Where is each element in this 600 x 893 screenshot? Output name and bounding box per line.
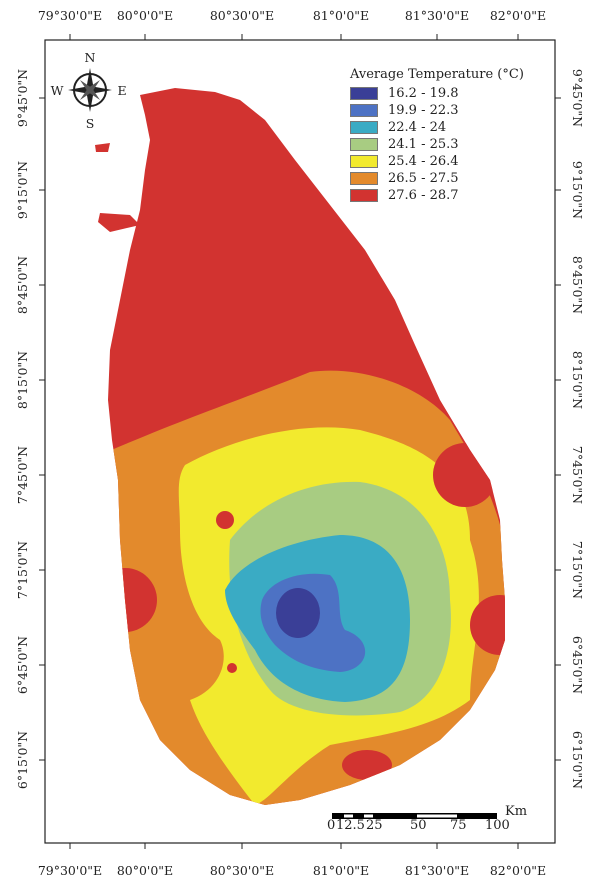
legend-label: 26.5 - 27.5: [388, 171, 459, 186]
legend-swatch: [350, 87, 378, 100]
mannar-island: [98, 213, 140, 232]
lat-label-left: 6°15'0"N: [15, 731, 30, 789]
lon-label-bottom: 80°30'0"E: [210, 863, 274, 878]
scale-unit: Km: [505, 804, 528, 819]
legend-item: 25.4 - 26.4: [350, 153, 524, 170]
lat-label-left: 7°45'0"N: [15, 446, 30, 504]
jaffna-islands: [95, 143, 110, 152]
legend-swatch: [350, 172, 378, 185]
legend-swatch: [350, 121, 378, 134]
legend: Average Temperature (°C) 16.2 - 19.8 19.9…: [350, 67, 524, 204]
lon-label-bottom: 81°30'0"E: [405, 863, 469, 878]
hotspot-inland: [216, 511, 234, 529]
legend-item: 26.5 - 27.5: [350, 170, 524, 187]
lat-label-left: 6°45'0"N: [15, 636, 30, 694]
legend-swatch: [350, 104, 378, 117]
map-frame: [44, 39, 556, 844]
scale-label-0: 0: [327, 818, 336, 833]
lon-label-bottom: 82°0'0"E: [490, 863, 546, 878]
lat-label-left: 9°15'0"N: [15, 161, 30, 219]
scale-label-100: 100: [485, 818, 510, 833]
lon-label-bottom: 81°0'0"E: [313, 863, 369, 878]
legend-label: 22.4 - 24: [388, 120, 447, 135]
lat-label-left: 9°45'0"N: [15, 69, 30, 127]
lon-label-top: 80°30'0"E: [210, 8, 274, 23]
lon-label-top: 79°30'0"E: [38, 8, 102, 23]
lon-label-top: 81°0'0"E: [313, 8, 369, 23]
lon-label-top: 81°30'0"E: [405, 8, 469, 23]
scale-label-75: 75: [450, 818, 467, 833]
lat-label-right: 9°15'0"N: [570, 161, 585, 219]
legend-label: 24.1 - 25.3: [388, 137, 459, 152]
compass-s: S: [86, 116, 95, 131]
compass-n: N: [85, 50, 96, 65]
legend-item: 16.2 - 19.8: [350, 85, 524, 102]
hotspot-southeast: [470, 595, 505, 655]
legend-label: 16.2 - 19.8: [388, 86, 459, 101]
lat-label-right: 6°45'0"N: [570, 636, 585, 694]
hotspot-east: [433, 443, 497, 507]
scale-bar: Km 0 12.5 25 50 75 100: [327, 804, 532, 833]
legend-label: 19.9 - 22.3: [388, 103, 459, 118]
compass-e: E: [117, 83, 126, 98]
lon-label-bottom: 80°0'0"E: [117, 863, 173, 878]
legend-item: 19.9 - 22.3: [350, 102, 524, 119]
class-16-2-19-8: [276, 588, 320, 638]
legend-item: 27.6 - 28.7: [350, 187, 524, 204]
hotspot-west: [108, 568, 157, 632]
compass-rose-icon: [68, 68, 112, 112]
legend-swatch: [350, 138, 378, 151]
legend-swatch: [350, 189, 378, 202]
legend-label: 25.4 - 26.4: [388, 154, 459, 169]
lon-label-top: 80°0'0"E: [117, 8, 173, 23]
lat-label-right: 9°45'0"N: [570, 69, 585, 127]
legend-title: Average Temperature (°C): [350, 67, 524, 82]
lon-label-bottom: 79°30'0"E: [38, 863, 102, 878]
lat-label-right: 7°15'0"N: [570, 541, 585, 599]
graticule-ticks: 79°30'0"E 79°30'0"E 80°0'0"E 80°0'0"E 80°30'…: [15, 8, 585, 878]
lat-label-left: 7°15'0"N: [15, 541, 30, 599]
lat-label-right: 8°15'0"N: [570, 351, 585, 409]
lat-label-right: 6°15'0"N: [570, 731, 585, 789]
legend-swatch: [350, 155, 378, 168]
legend-item: 24.1 - 25.3: [350, 136, 524, 153]
scale-label-12-5: 12.5: [336, 818, 365, 833]
compass-w: W: [51, 83, 64, 98]
lat-label-right: 7°45'0"N: [570, 446, 585, 504]
lat-label-left: 8°45'0"N: [15, 256, 30, 314]
lat-label-right: 8°45'0"N: [570, 256, 585, 314]
legend-label: 27.6 - 28.7: [388, 188, 459, 203]
legend-item: 22.4 - 24: [350, 119, 524, 136]
scale-label-50: 50: [410, 818, 427, 833]
hotspot-small: [227, 663, 237, 673]
scale-label-25: 25: [366, 818, 383, 833]
lat-label-left: 8°15'0"N: [15, 351, 30, 409]
hotspot-south: [342, 750, 392, 780]
lon-label-top: 82°0'0"E: [490, 8, 546, 23]
